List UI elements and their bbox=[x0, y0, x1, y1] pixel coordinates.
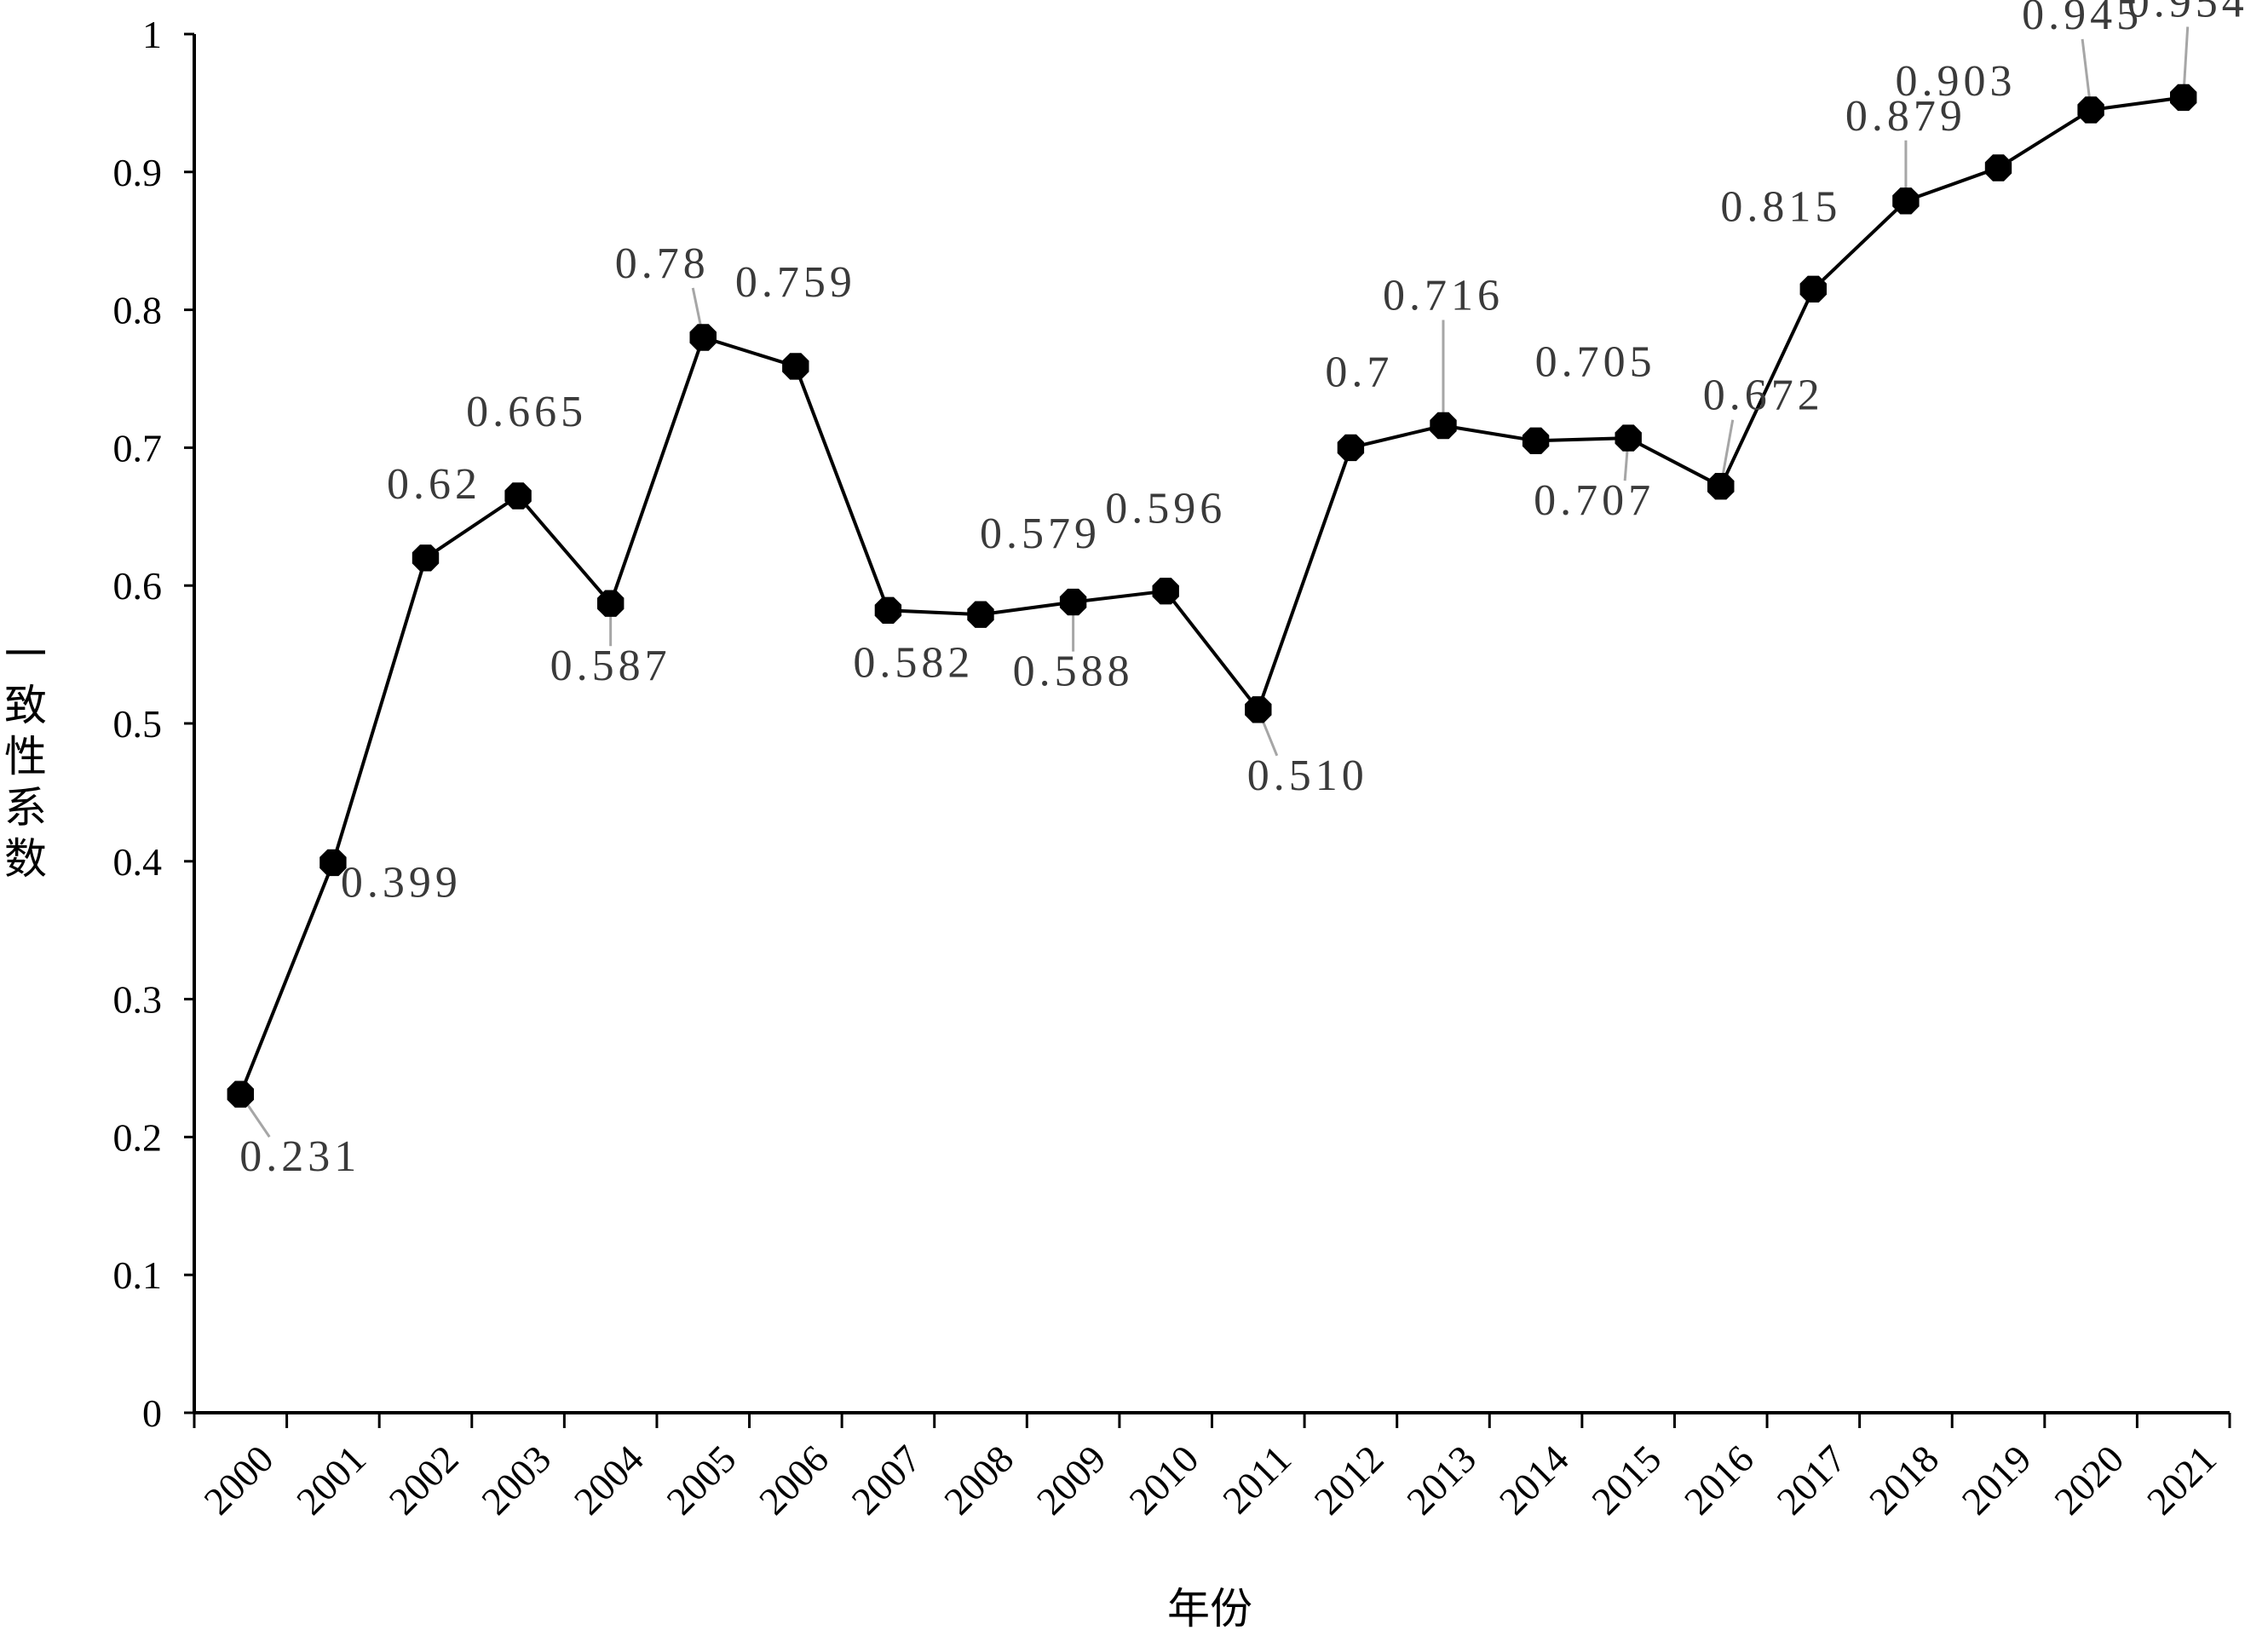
data-point bbox=[689, 324, 717, 351]
x-tick-label: 2018 bbox=[1861, 1437, 1947, 1523]
data-point bbox=[1152, 578, 1179, 605]
x-tick-label: 2014 bbox=[1491, 1437, 1577, 1523]
data-point bbox=[1522, 427, 1550, 454]
data-point bbox=[782, 353, 809, 380]
y-tick-label: 1 bbox=[142, 13, 162, 56]
data-label: 0.399 bbox=[341, 858, 462, 907]
data-label: 0.579 bbox=[980, 510, 1101, 558]
x-tick-label: 2007 bbox=[843, 1437, 930, 1523]
data-label: 0.716 bbox=[1383, 272, 1504, 320]
data-point bbox=[1337, 434, 1365, 462]
data-label: 0.954 bbox=[2127, 0, 2248, 26]
series-markers bbox=[227, 84, 2197, 1108]
y-axis-ticks: 0 0.1 0.2 0.3 0.4 0.5 0.6 0.7 0.8 0.9 1 bbox=[113, 13, 194, 1435]
data-label: 0.903 bbox=[1896, 57, 2017, 106]
x-tick-label: 2005 bbox=[658, 1437, 744, 1523]
data-label: 0.707 bbox=[1534, 476, 1655, 525]
data-label: 0.588 bbox=[1013, 648, 1134, 696]
x-tick-label: 2020 bbox=[2046, 1437, 2132, 1523]
x-tick-label: 2000 bbox=[195, 1437, 281, 1523]
data-point bbox=[1707, 473, 1735, 500]
y-axis-title-char: 致 bbox=[4, 681, 47, 730]
data-label: 0.7 bbox=[1325, 348, 1393, 396]
x-tick-label: 2013 bbox=[1398, 1437, 1484, 1523]
series-line-path bbox=[239, 95, 2184, 1095]
data-point bbox=[1615, 424, 1642, 452]
data-point bbox=[1059, 588, 1087, 616]
x-tick-label: 2001 bbox=[288, 1437, 374, 1523]
series-line bbox=[239, 95, 2184, 1095]
y-axis-title-char: 性 bbox=[4, 732, 47, 781]
y-tick-label: 0 bbox=[142, 1391, 162, 1435]
data-label: 0.665 bbox=[466, 388, 587, 436]
y-tick-label: 0.6 bbox=[113, 564, 163, 608]
data-point bbox=[2077, 96, 2104, 124]
data-label: 0.582 bbox=[853, 638, 974, 687]
x-tick-label: 2010 bbox=[1120, 1437, 1206, 1523]
data-point bbox=[967, 601, 994, 628]
y-axis-title-char: 系 bbox=[4, 783, 47, 832]
data-label: 0.672 bbox=[1703, 372, 1824, 420]
x-tick-label: 2003 bbox=[473, 1437, 559, 1523]
x-tick-label: 2011 bbox=[1214, 1437, 1299, 1522]
data-point bbox=[2170, 84, 2197, 112]
data-point bbox=[1430, 412, 1457, 440]
data-label: 0.705 bbox=[1535, 337, 1656, 386]
y-axis-title-char: 数 bbox=[4, 834, 47, 884]
data-point bbox=[504, 482, 532, 510]
x-axis-ticks: 2000 2001 2002 2003 2004 2005 2006 2007 2008 2009… bbox=[193, 1413, 2231, 1523]
data-point bbox=[1892, 187, 1920, 215]
y-axis-title-char: 一 bbox=[4, 630, 47, 679]
data-point bbox=[1799, 275, 1827, 302]
data-point bbox=[227, 1080, 254, 1108]
y-tick-label: 0.9 bbox=[113, 151, 163, 194]
y-tick-label: 0.3 bbox=[113, 978, 163, 1022]
data-label: 0.879 bbox=[1845, 92, 1966, 141]
y-tick-label: 0.7 bbox=[113, 426, 163, 469]
axes bbox=[193, 34, 2230, 1414]
data-point bbox=[874, 596, 902, 624]
x-tick-label: 2015 bbox=[1583, 1437, 1669, 1523]
x-tick-label: 2021 bbox=[2138, 1437, 2225, 1523]
data-labels: 0.231 0.399 0.62 0.665 0.587 0.78 0.759 0.582 0.… bbox=[239, 0, 2248, 1181]
x-tick-label: 2017 bbox=[1768, 1437, 1854, 1523]
data-point bbox=[412, 544, 440, 572]
x-tick-label: 2008 bbox=[935, 1437, 1022, 1523]
data-label: 0.587 bbox=[550, 642, 671, 690]
data-label: 0.78 bbox=[615, 239, 710, 288]
data-label: 0.759 bbox=[735, 258, 856, 307]
x-tick-label: 2016 bbox=[1676, 1437, 1762, 1523]
y-tick-label: 0.1 bbox=[113, 1253, 163, 1297]
data-label: 0.231 bbox=[239, 1132, 360, 1181]
data-point bbox=[319, 849, 347, 877]
x-tick-label: 2004 bbox=[566, 1437, 652, 1523]
x-tick-label: 2006 bbox=[751, 1437, 837, 1523]
y-tick-label: 0.5 bbox=[113, 702, 163, 746]
x-axis-title: 年份 bbox=[1167, 1584, 1252, 1633]
x-tick-label: 2019 bbox=[1954, 1437, 2040, 1523]
x-tick-label: 2009 bbox=[1028, 1437, 1114, 1523]
y-tick-label: 0.4 bbox=[113, 840, 163, 884]
y-tick-label: 0.2 bbox=[113, 1115, 163, 1159]
data-label: 0.945 bbox=[2022, 0, 2143, 39]
data-point bbox=[1245, 696, 1272, 723]
x-tick-label: 2012 bbox=[1306, 1437, 1392, 1523]
x-tick-label: 2002 bbox=[381, 1437, 467, 1523]
data-label: 0.62 bbox=[387, 460, 481, 509]
data-point bbox=[1984, 154, 2012, 181]
data-point bbox=[597, 590, 625, 617]
y-tick-label: 0.8 bbox=[113, 289, 163, 332]
data-label: 0.596 bbox=[1105, 485, 1226, 533]
data-label: 0.815 bbox=[1720, 182, 1841, 231]
data-label: 0.510 bbox=[1247, 752, 1368, 800]
